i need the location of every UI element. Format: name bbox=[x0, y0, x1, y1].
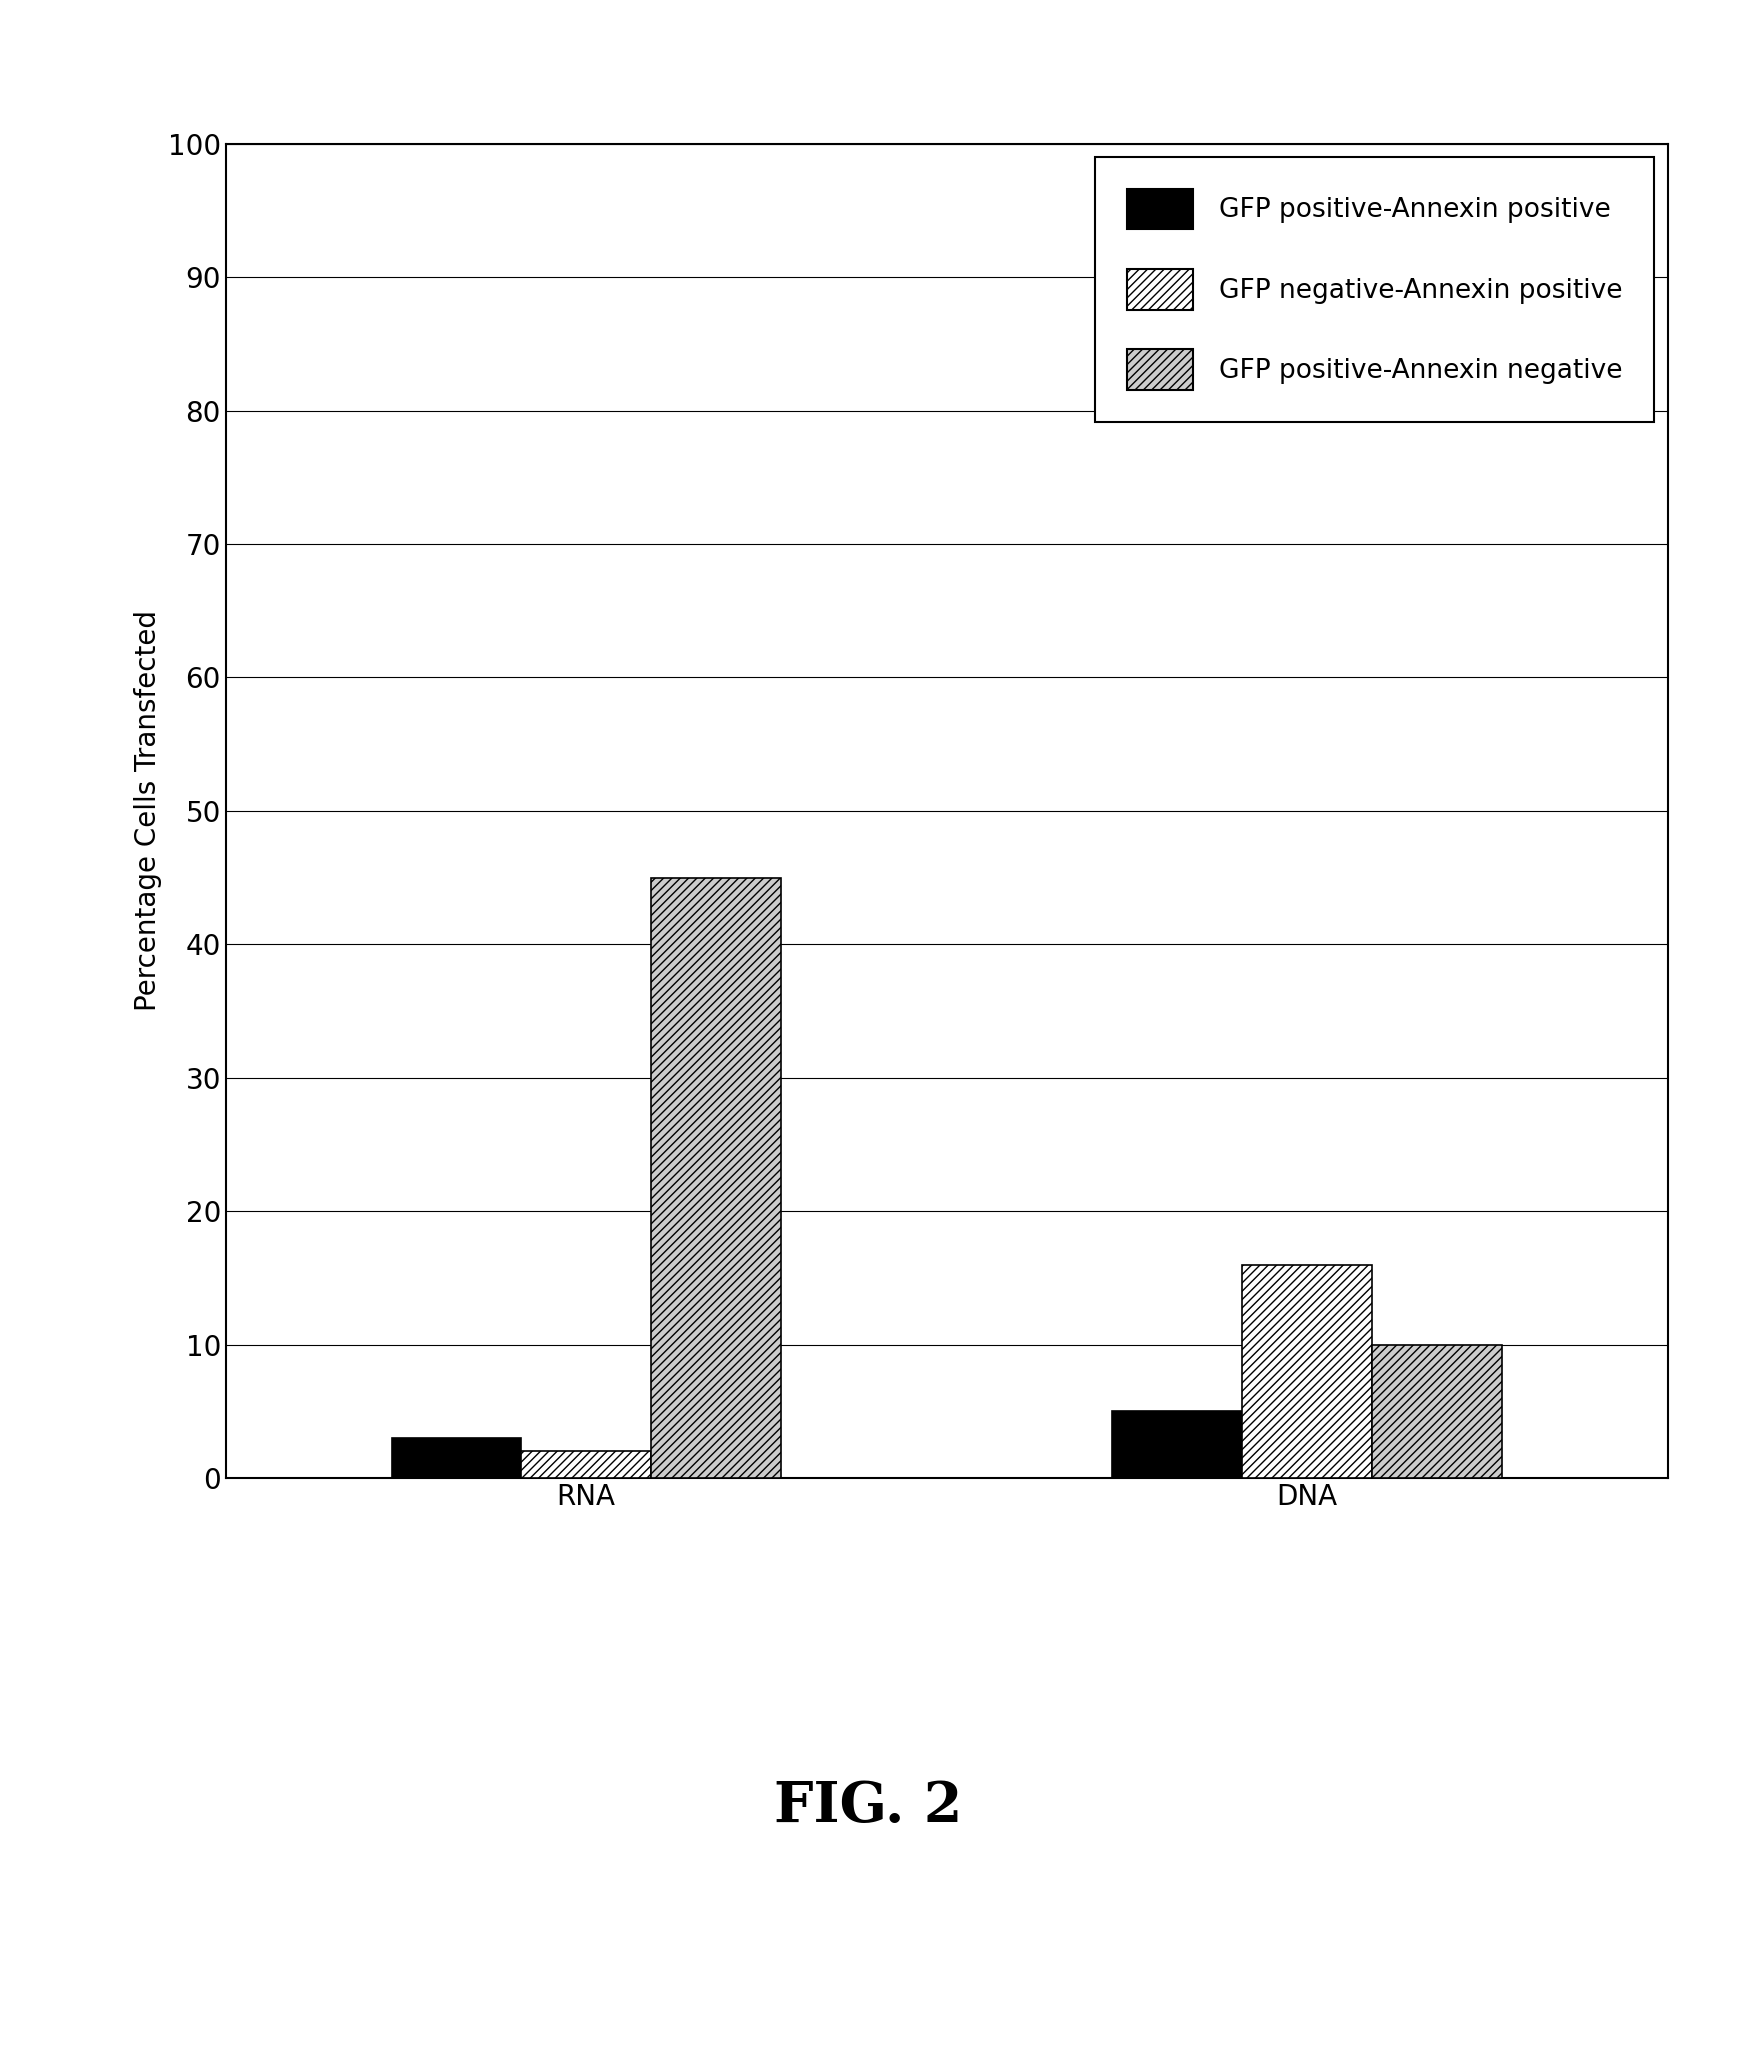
Bar bbox=[391, 1437, 521, 1478]
Y-axis label: Percentage Cells Transfected: Percentage Cells Transfected bbox=[134, 610, 162, 1012]
Bar bbox=[521, 1451, 651, 1478]
Bar bbox=[651, 877, 782, 1478]
Legend: GFP positive-Annexin positive, GFP negative-Annexin positive, GFP positive-Annex: GFP positive-Annexin positive, GFP negat… bbox=[1094, 156, 1654, 421]
Bar bbox=[1372, 1345, 1503, 1478]
Bar bbox=[1112, 1412, 1242, 1478]
Bar bbox=[1242, 1265, 1372, 1478]
Text: FIG. 2: FIG. 2 bbox=[775, 1780, 962, 1833]
